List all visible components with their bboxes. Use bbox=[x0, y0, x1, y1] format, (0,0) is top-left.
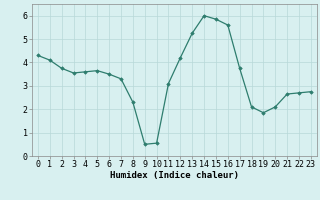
X-axis label: Humidex (Indice chaleur): Humidex (Indice chaleur) bbox=[110, 171, 239, 180]
